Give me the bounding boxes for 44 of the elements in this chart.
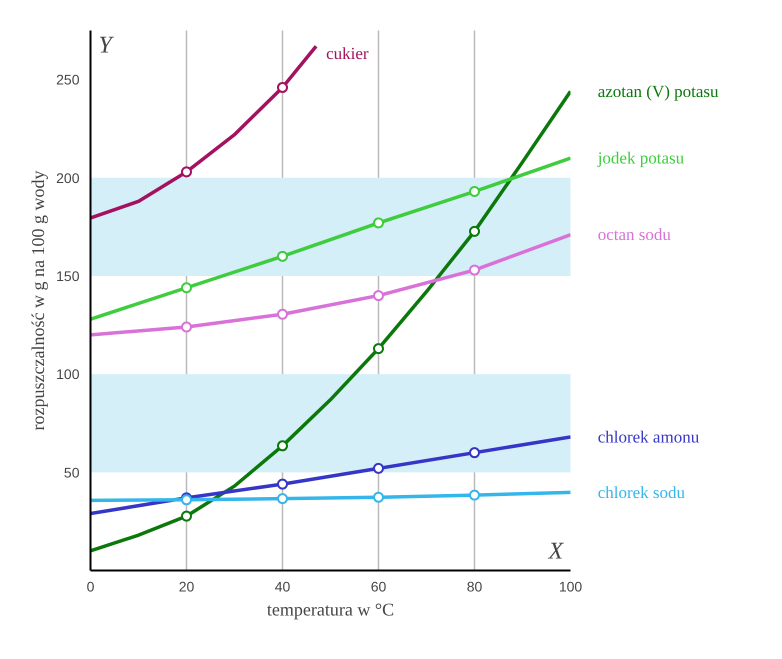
series-label: cukier [326, 44, 369, 64]
point [469, 447, 480, 458]
series-label: jodek potasu [596, 148, 685, 168]
point [277, 493, 288, 504]
point [469, 186, 480, 198]
point [277, 440, 288, 452]
annotation: X [548, 538, 564, 564]
point [277, 308, 288, 320]
point [181, 282, 192, 294]
y-tick-label: 50 [64, 464, 80, 480]
point [469, 264, 480, 276]
y-tick-label: 200 [56, 170, 80, 186]
x-tick-label: 80 [466, 578, 482, 594]
series-label: azotan (V) potasu [598, 82, 720, 101]
point [373, 217, 384, 228]
x-tick-label: 0 [86, 578, 95, 594]
point [469, 226, 480, 237]
x-tick-label: 20 [178, 578, 194, 594]
series-label: chlorek amonu [598, 427, 700, 446]
point [373, 290, 384, 302]
x-tick-label: 60 [370, 578, 386, 594]
line-series [90, 232, 570, 337]
x-axis-title: temperatura w °C [266, 600, 394, 620]
line-series [90, 435, 570, 516]
point [181, 322, 192, 332]
point [181, 166, 192, 178]
series-label: octan sodu [598, 225, 672, 244]
y-tick-label: 250 [56, 72, 80, 88]
point [373, 492, 384, 503]
line-series [90, 156, 570, 321]
point [277, 82, 288, 93]
point [181, 510, 192, 522]
point [469, 490, 480, 501]
point [373, 343, 384, 354]
y-axis-title: rozpuszczalność w g na 100 g wody [28, 170, 48, 430]
point [277, 250, 288, 262]
x-tick-label: 40 [274, 578, 290, 594]
series-label: chlorek sodu [598, 482, 686, 502]
x-tick-label: 100 [558, 578, 582, 594]
point [373, 462, 384, 474]
annotation: Y [98, 32, 114, 58]
point [277, 478, 288, 490]
y-tick-label: 100 [56, 366, 80, 382]
y-tick-label: 150 [56, 268, 80, 284]
